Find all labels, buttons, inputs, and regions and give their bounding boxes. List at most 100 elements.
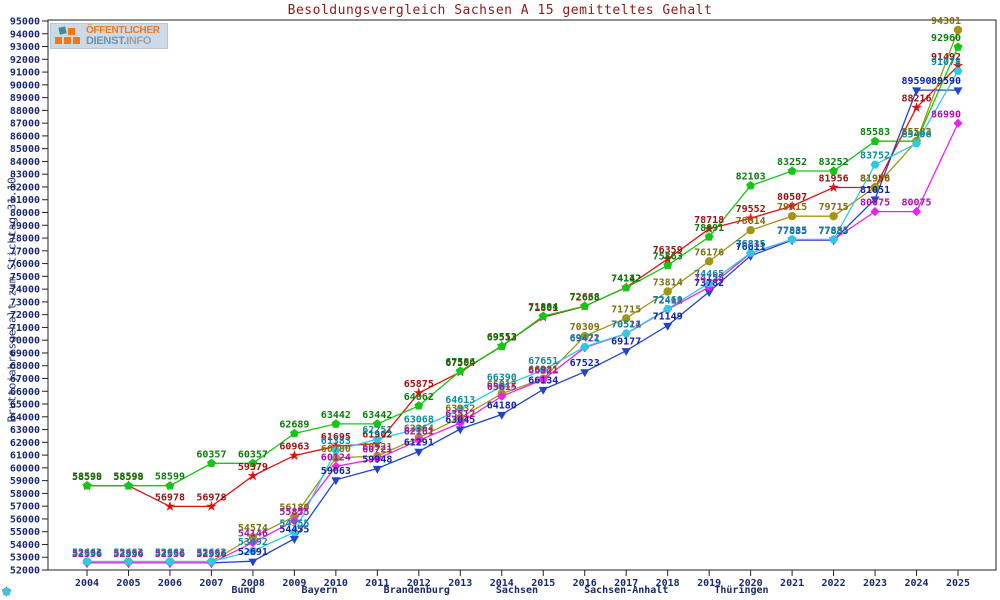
data-label-bayern: 92960 <box>931 33 961 44</box>
series-sachsen <box>82 25 963 566</box>
data-label-sachsen: 54574 <box>238 523 268 534</box>
data-label-thuringen: 52663 <box>196 548 226 559</box>
data-label-sachsen: 52663 <box>155 548 185 559</box>
data-point-bund <box>662 253 673 264</box>
data-label-brandenburg: 52556 <box>196 549 226 560</box>
data-label-sachsen: 65812 <box>487 380 517 391</box>
data-point-thuringen <box>538 366 548 374</box>
y-tick-label: 67000 <box>10 374 40 385</box>
x-axis: 2004 2005 2006 2007 2008 2009 2010 2011 2012 2013… <box>75 570 970 589</box>
data-label-sachsen: 79715 <box>819 202 849 213</box>
y-tick-label: 60000 <box>10 463 40 474</box>
data-label-sachsen: 94301 <box>931 16 961 27</box>
logo-squares-icon <box>55 25 81 46</box>
data-label-sachsen: 73814 <box>653 277 683 288</box>
series-bayern <box>82 42 963 490</box>
data-point-bayern <box>953 42 963 51</box>
labels-brandenburg: 52556 52556 52556 52556 52691 54455 59063 59948… <box>72 76 961 560</box>
data-label-thuringen: 63068 <box>404 415 434 426</box>
data-point-thuringen <box>290 528 299 537</box>
y-tick-label: 68000 <box>10 361 40 372</box>
y-tick-label: 88000 <box>10 106 40 117</box>
x-tick-label: 2010 <box>324 578 348 589</box>
data-point-sachsen-anhalt <box>289 516 299 526</box>
y-tick-label: 80000 <box>10 208 40 219</box>
data-point-bayern <box>207 458 216 467</box>
data-label-thuringen: 76835 <box>736 239 766 250</box>
data-point-bund <box>828 182 839 192</box>
x-tick-label: 2025 <box>946 578 970 589</box>
data-label-thuringen: 74465 <box>694 269 724 280</box>
y-tick-label: 55000 <box>10 527 40 538</box>
x-tick-label: 2005 <box>116 578 140 589</box>
data-label-sachsen-anhalt: 63512 <box>445 409 475 420</box>
data-label-bayern: 58599 <box>113 472 143 483</box>
data-label-bund: 80507 <box>777 192 807 203</box>
data-point-brandenburg <box>289 536 299 544</box>
data-label-sachsen-anhalt: 52556 <box>72 549 102 560</box>
data-point-bayern <box>414 401 424 410</box>
data-label-brandenburg: 89590 <box>931 76 961 87</box>
data-label-bayern: 58599 <box>155 472 185 483</box>
y-tick-label: 91000 <box>10 68 40 79</box>
data-label-sachsen-anhalt: 52556 <box>155 549 185 560</box>
data-label-sachsen-anhalt: 76815 <box>736 239 766 250</box>
y-tick-label: 64000 <box>10 412 40 423</box>
data-point-brandenburg <box>455 426 465 435</box>
x-tick-label: 2014 <box>490 578 514 589</box>
y-tick-label: 94000 <box>10 29 40 40</box>
data-point-brandenburg <box>870 196 880 205</box>
data-label-sachsen-anhalt: 69421 <box>570 334 600 345</box>
data-label-thuringen: 61383 <box>321 436 351 447</box>
legend-item-bund: Bund <box>1 585 256 596</box>
data-label-brandenburg: 71149 <box>653 312 683 323</box>
data-point-sachsen <box>704 257 714 266</box>
data-label-brandenburg: 89590 <box>901 76 931 87</box>
data-point-brandenburg <box>497 411 507 420</box>
data-point-thuringen <box>621 329 631 338</box>
x-tick-label: 2016 <box>573 578 597 589</box>
series-line-brandenburg <box>87 89 958 564</box>
data-point-bund <box>372 438 383 448</box>
data-label-thuringen: 70524 <box>611 319 641 330</box>
data-point-bund <box>786 200 798 211</box>
labels-bayern: 58599 58599 58599 60357 60357 62689 63442 63442… <box>72 33 961 483</box>
data-point-bayern <box>82 481 92 490</box>
data-label-sachsen-anhalt: 86990 <box>931 109 961 120</box>
data-label-sachsen: 52663 <box>113 548 143 559</box>
data-label-bund: 88216 <box>901 94 931 105</box>
legend-label-thuringen: Thüringen <box>714 585 769 596</box>
data-label-thuringen: 67651 <box>528 356 558 367</box>
data-point-bayern <box>455 366 465 375</box>
data-label-sachsen-anhalt: 80075 <box>901 198 931 209</box>
legend-item-brandenburg: Brandenburg <box>2 585 450 597</box>
x-tick-label: 2023 <box>863 578 887 589</box>
y-tick-label: 53000 <box>10 553 40 564</box>
data-label-bayern: 64862 <box>404 392 434 403</box>
data-label-bayern: 69512 <box>487 332 517 343</box>
data-point-thuringen <box>124 557 133 566</box>
y-tick-label: 78000 <box>10 234 40 245</box>
data-point-bund <box>745 212 756 223</box>
data-label-sachsen: 63932 <box>445 404 475 415</box>
data-label-sachsen-anhalt: 70511 <box>611 320 641 331</box>
series-thuringen <box>82 67 963 566</box>
data-point-bund <box>164 501 176 511</box>
data-label-sachsen: 60780 <box>321 444 351 455</box>
data-label-sachsen: 79715 <box>777 202 807 213</box>
data-point-thuringen <box>704 279 714 287</box>
data-label-brandenburg: 69177 <box>611 337 641 348</box>
data-point-brandenburg <box>414 448 424 457</box>
x-tick-label: 2006 <box>158 578 182 589</box>
y-tick-label: 66000 <box>10 387 40 398</box>
data-point-bund <box>330 440 341 451</box>
data-label-thuringen: 52663 <box>72 548 102 559</box>
y-tick-label: 86000 <box>10 131 40 142</box>
data-point-brandenburg <box>663 322 673 331</box>
site-logo: ÖFFENTLICHER DIENST.INFO <box>50 23 168 49</box>
data-point-sachsen <box>580 332 589 341</box>
x-tick-label: 2022 <box>822 578 846 589</box>
series-line-bayern <box>87 46 959 487</box>
labels-thuringen: 52663 52663 52663 52663 53492 54955 61383 62251… <box>72 57 961 558</box>
